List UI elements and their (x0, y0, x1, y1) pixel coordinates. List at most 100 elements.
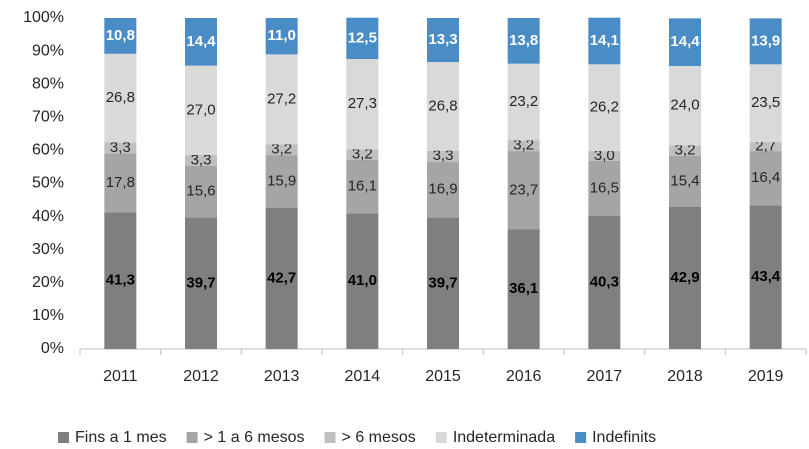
bar-segment (104, 212, 137, 349)
bar-segment (185, 65, 217, 156)
x-tick-label: 2016 (506, 368, 542, 385)
data-label: 14,4 (670, 33, 700, 50)
data-label: 26,2 (590, 99, 619, 116)
data-label: 3,3 (433, 147, 454, 164)
data-label: 41,0 (348, 272, 377, 289)
data-label: 3,3 (191, 151, 212, 168)
bar-segment (265, 207, 298, 349)
x-tick-label: 2011 (103, 368, 138, 385)
y-tick-label: 60% (32, 142, 64, 159)
legend-swatch (435, 432, 447, 443)
legend-label: Indefinits (592, 429, 656, 446)
data-label: 41,3 (106, 272, 135, 289)
data-label: 3,0 (594, 147, 615, 164)
data-label: 3,3 (110, 139, 131, 156)
bar-segment (346, 159, 379, 214)
x-tick-label: 2013 (264, 368, 300, 385)
data-label: 12,5 (348, 29, 377, 46)
data-label: 43,4 (751, 268, 781, 285)
bar-segment (749, 205, 782, 349)
data-label: 14,1 (590, 32, 619, 49)
bar-segment (265, 18, 298, 55)
data-label: 40,3 (590, 273, 619, 290)
y-tick-label: 80% (32, 75, 64, 92)
x-tick-label: 2018 (667, 368, 703, 385)
y-tick-label: 30% (32, 241, 64, 258)
data-label: 24,0 (670, 97, 699, 114)
bar-segment (507, 63, 540, 141)
data-label: 39,7 (186, 274, 215, 291)
bar-segment (588, 151, 621, 161)
bar-segment (669, 156, 701, 208)
y-tick-label: 40% (32, 208, 64, 225)
bar-segment (749, 18, 782, 65)
legend-swatch (575, 432, 587, 443)
data-label: 16,9 (428, 181, 457, 198)
data-label: 16,1 (348, 178, 377, 195)
bar-segment (265, 155, 298, 208)
data-label: 3,2 (352, 146, 373, 163)
bar-segment (588, 17, 621, 65)
legend-swatch (324, 432, 336, 443)
legend-label: Indeterminada (453, 429, 555, 446)
bar-segment (507, 140, 540, 152)
bar-segment (185, 165, 217, 218)
x-tick-label: 2019 (748, 368, 784, 385)
data-label: 36,1 (509, 280, 538, 297)
data-label: 27,0 (186, 101, 215, 118)
bar-segment (507, 151, 540, 230)
bar-segment (346, 149, 379, 160)
data-label: 42,9 (670, 269, 699, 286)
data-label: 13,8 (509, 32, 538, 49)
bar-segment (346, 213, 379, 349)
data-label: 16,5 (590, 179, 619, 196)
y-tick-label: 90% (32, 42, 64, 59)
y-tick-label: 100% (23, 9, 64, 26)
bar-segment (346, 17, 379, 60)
x-tick-label: 2012 (183, 368, 219, 385)
bar-segment (104, 53, 137, 143)
data-label: 42,7 (267, 269, 296, 286)
bar-segment (588, 160, 621, 216)
x-tick-label: 2014 (345, 368, 381, 385)
x-tick-label: 2015 (425, 368, 461, 385)
bar-segment (427, 217, 459, 349)
y-tick-label: 70% (32, 109, 64, 126)
bar-segment (427, 18, 459, 63)
bar-segment (669, 65, 701, 146)
data-label: 26,8 (428, 97, 457, 114)
bar-segment (507, 18, 540, 64)
data-label: 11,0 (267, 27, 295, 44)
data-label: 23,7 (509, 181, 538, 198)
bar-segment (588, 64, 621, 152)
legend-label: > 1 a 6 mesos (204, 429, 305, 446)
bar-segment (104, 142, 137, 154)
data-label: 3,2 (675, 142, 696, 159)
bar-segment (749, 64, 782, 143)
data-label: 10,8 (106, 27, 135, 44)
bar-segment (427, 62, 459, 151)
bar-segment (588, 215, 621, 349)
data-label: 27,2 (267, 90, 296, 107)
bar-segment (749, 142, 782, 152)
legend-swatch (58, 432, 69, 443)
data-label: 13,3 (428, 31, 457, 48)
bar-segment (669, 18, 701, 66)
data-label: 14,4 (186, 33, 216, 50)
y-tick-label: 10% (32, 307, 64, 324)
data-label: 13,9 (751, 32, 780, 49)
bar-segment (185, 18, 217, 66)
bar-segment (427, 161, 459, 218)
data-label: 15,4 (670, 172, 699, 189)
data-label: 23,2 (509, 93, 538, 110)
bar-segment (265, 144, 298, 156)
bar-segment (669, 207, 701, 349)
data-label: 17,8 (106, 174, 135, 191)
x-tick-label: 2017 (587, 368, 623, 385)
bar-segment (749, 151, 782, 206)
bar-segment (507, 229, 540, 349)
bar-segment (669, 145, 701, 157)
y-tick-label: 20% (32, 274, 64, 291)
data-label: 15,6 (186, 183, 215, 200)
